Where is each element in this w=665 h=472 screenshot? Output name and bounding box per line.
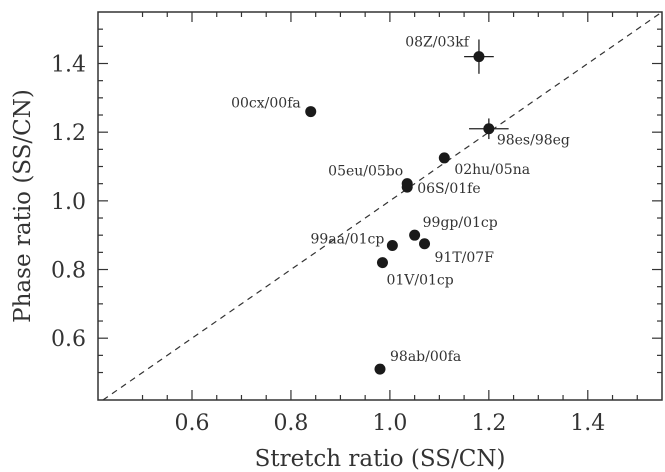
data-point-group: 02hu/05na (438, 152, 530, 178)
y-tick-label: 1.2 (51, 121, 86, 146)
data-point-group: 91T/07F (419, 238, 495, 266)
data-point-label: 99aa/01cp (311, 231, 385, 247)
data-point (401, 181, 413, 193)
data-point-group: 06S/01fe (401, 181, 481, 197)
y-axis-label: Phase ratio (SS/CN) (10, 89, 36, 323)
data-point-group: 98es/98eg (469, 118, 570, 149)
x-tick-label: 1.2 (471, 411, 506, 436)
data-point (409, 229, 421, 241)
data-point-group: 01V/01cp (376, 257, 454, 289)
data-point-label: 99gp/01cp (423, 215, 498, 231)
data-points: 08Z/03kf 00cx/00fa 98es/98eg 02hu/05na 05eu/… (231, 35, 570, 375)
data-point (376, 257, 388, 269)
data-point (483, 123, 495, 135)
x-tick-label: 1.4 (570, 411, 605, 436)
data-point-label: 98es/98eg (497, 133, 570, 149)
data-point-label: 08Z/03kf (405, 35, 471, 51)
data-point-group: 08Z/03kf (405, 35, 494, 74)
data-point-label: 98ab/00fa (390, 349, 461, 365)
data-point-label: 91T/07F (435, 250, 495, 266)
data-point-label: 02hu/05na (454, 162, 530, 178)
plot-frame (97, 11, 663, 401)
data-point-label: 06S/01fe (417, 181, 480, 197)
data-point (374, 363, 386, 375)
plot-border (97, 11, 663, 401)
axis-ticks (98, 12, 662, 400)
data-point (419, 238, 431, 250)
y-tick-label: 0.6 (51, 327, 86, 352)
data-point (305, 106, 317, 118)
x-tick-label: 1.0 (372, 411, 407, 436)
x-tick-label: 0.6 (175, 411, 210, 436)
y-tick-label: 1.0 (51, 190, 86, 215)
x-tick-label: 0.8 (273, 411, 308, 436)
reference-line-group (102, 11, 663, 401)
data-point-group: 99aa/01cp (311, 231, 398, 251)
data-point-group: 00cx/00fa (231, 96, 317, 118)
data-point (473, 51, 485, 63)
data-point (438, 152, 450, 164)
x-axis-label: Stretch ratio (SS/CN) (255, 446, 506, 472)
data-point-group: 05eu/05bo (328, 164, 413, 190)
data-point-label: 05eu/05bo (328, 164, 403, 180)
data-point (386, 239, 398, 251)
y-tick-label: 0.8 (51, 259, 86, 284)
data-point-group: 98ab/00fa (374, 349, 461, 375)
axis-tick-labels: 0.6 0.8 1.0 1.2 1.4 0.6 0.8 1.0 1.2 1.4 (51, 53, 605, 436)
identity-reference-line (102, 11, 663, 401)
data-point-group: 99gp/01cp (409, 215, 498, 241)
data-point-label: 01V/01cp (386, 273, 453, 289)
y-tick-label: 1.4 (51, 53, 86, 78)
data-point-label: 00cx/00fa (231, 96, 301, 112)
